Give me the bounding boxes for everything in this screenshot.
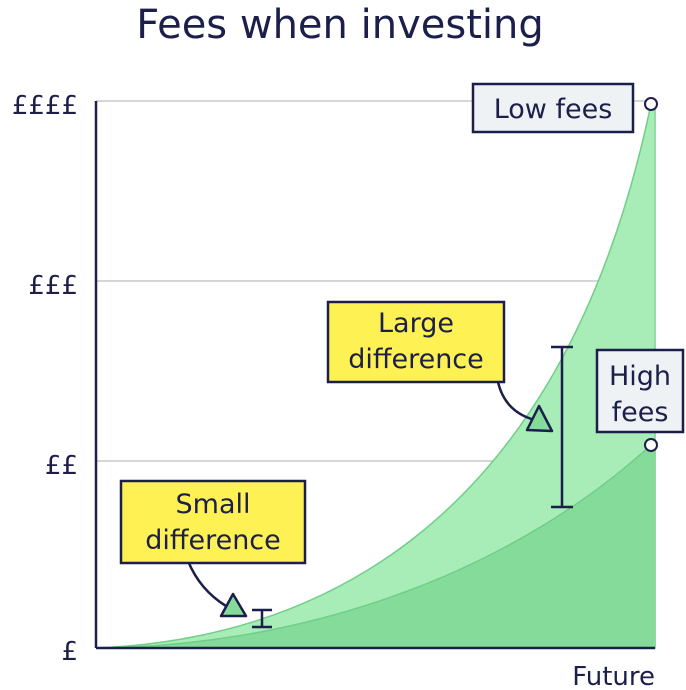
low-fees-label: Low fees: [471, 82, 635, 134]
y-tick-label-2: ££: [45, 451, 78, 481]
svg-text:fees: fees: [612, 397, 669, 428]
svg-text:difference: difference: [348, 344, 484, 375]
small-difference-callout: Small difference: [119, 479, 307, 618]
svg-text:difference: difference: [145, 525, 281, 556]
y-tick-label-1: £: [61, 637, 78, 667]
series-low-fees-area: [95, 103, 656, 649]
svg-text:Small: Small: [176, 489, 251, 520]
svg-text:Low fees: Low fees: [494, 94, 613, 125]
svg-text:Large: Large: [378, 308, 454, 339]
chart-title: Fees when investing: [136, 2, 543, 48]
svg-text:High: High: [609, 361, 671, 392]
large-difference-bracket: [551, 345, 573, 509]
small-difference-bracket: [252, 608, 272, 629]
series-high-fees-area: [95, 444, 656, 649]
high-fees-endpoint: [644, 438, 658, 452]
high-fees-label: High fees: [595, 348, 685, 434]
x-axis-label: Future: [572, 662, 655, 690]
large-difference-callout: Large difference: [326, 300, 554, 433]
y-tick-label-3: £££: [28, 271, 78, 301]
low-fees-endpoint: [644, 97, 658, 111]
y-tick-label-4: ££££: [12, 91, 78, 121]
